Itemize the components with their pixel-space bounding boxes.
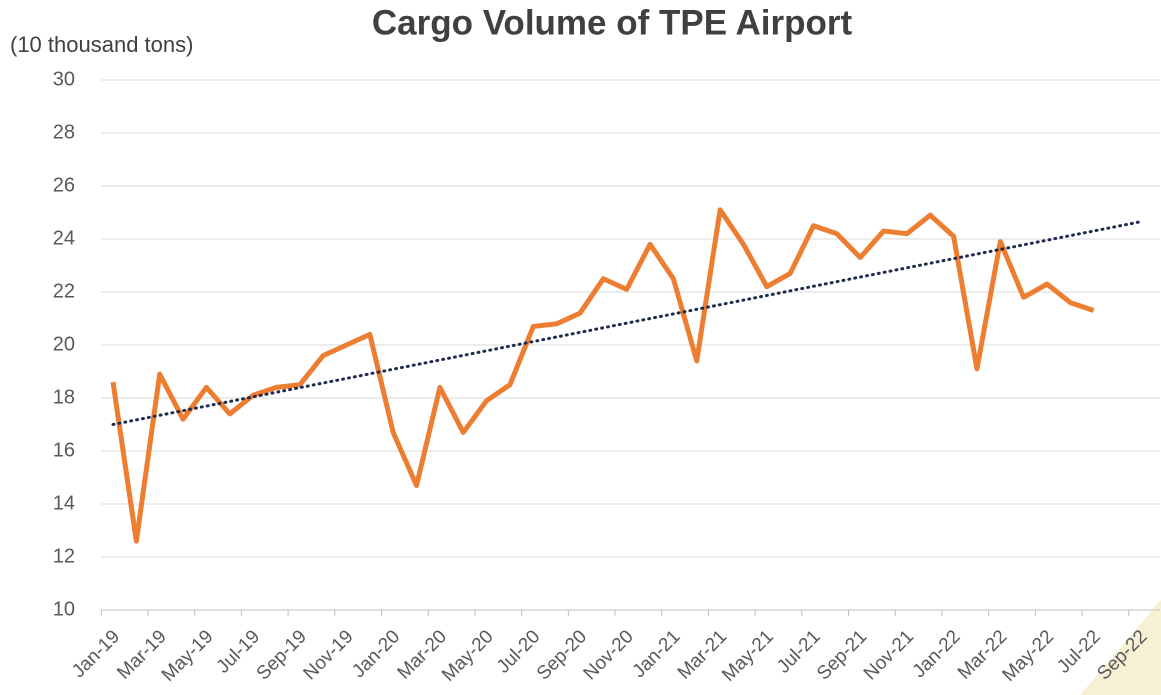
trendline: [111, 220, 1142, 426]
x-tick-label: May-21: [718, 626, 778, 686]
y-tick-label: 22: [53, 280, 75, 302]
decoration: [1080, 600, 1161, 695]
x-tick-label: May-22: [998, 626, 1058, 686]
y-tick-label: 24: [53, 227, 75, 249]
y-tick-label: 14: [53, 492, 75, 514]
y-tick-label: 12: [53, 545, 75, 567]
y-tick-label: 16: [53, 439, 75, 461]
x-tick-label: May-19: [158, 626, 218, 686]
data-line: [110, 207, 1095, 544]
x-tick-label: May-20: [438, 626, 498, 686]
x-tick-label: Jan-22: [909, 626, 965, 682]
y-axis-label: (10 thousand tons): [10, 32, 193, 57]
y-tick-label: 30: [53, 68, 75, 90]
x-tick-label: Jan-21: [629, 626, 685, 682]
y-tick-label: 28: [53, 121, 75, 143]
y-tick-label: 20: [53, 333, 75, 355]
x-tick-label: Nov-20: [580, 626, 638, 684]
x-tick-label: Nov-19: [299, 626, 357, 684]
x-tick-label: Sep-19: [253, 626, 311, 684]
x-tick-label: Sep-20: [533, 626, 591, 684]
y-tick-label: 10: [53, 598, 75, 620]
y-tick-label: 26: [53, 174, 75, 196]
chart-title: Cargo Volume of TPE Airport: [372, 3, 853, 42]
x-tick-label: Jan-20: [348, 626, 404, 682]
y-tick-label: 18: [53, 386, 75, 408]
x-tick-label: Sep-21: [813, 626, 871, 684]
x-tick-label: Nov-21: [860, 626, 918, 684]
x-tick-label: Jan-19: [68, 626, 124, 682]
